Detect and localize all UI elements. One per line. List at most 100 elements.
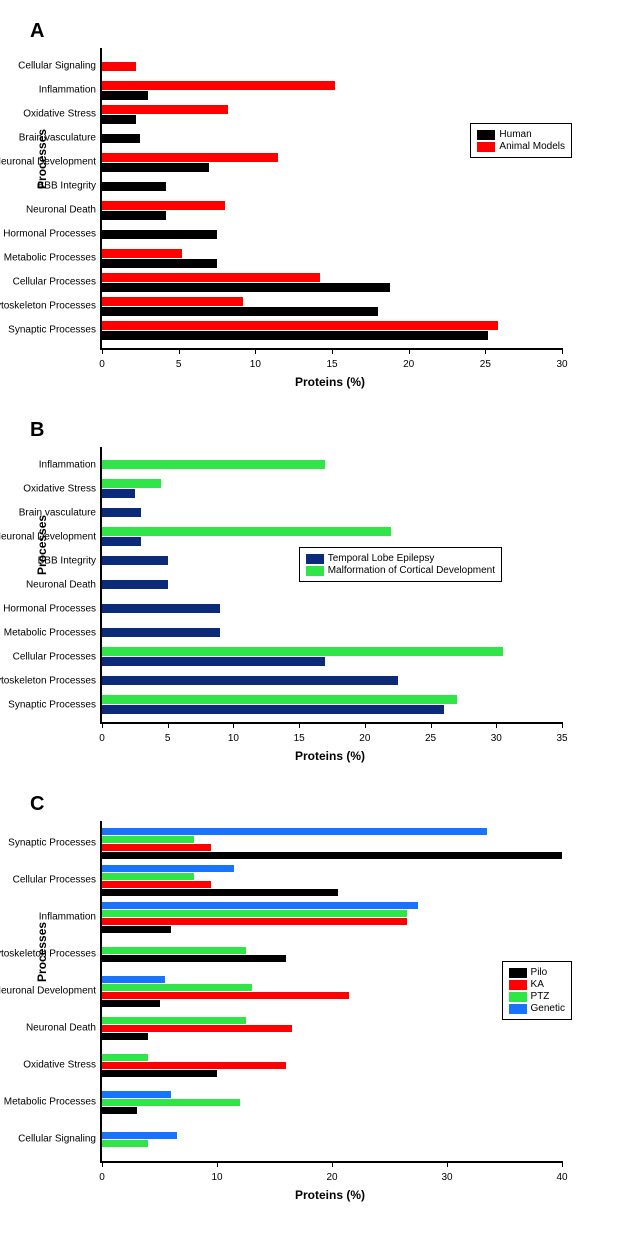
x-tick	[562, 1161, 563, 1167]
x-tick	[179, 348, 180, 354]
legend-item: Animal Models	[477, 141, 565, 152]
category-row: Cytoskeleton Processes	[102, 294, 562, 318]
bar	[102, 955, 286, 962]
category-label: Oxidative Stress	[23, 483, 102, 494]
bar	[102, 1132, 177, 1139]
bar	[102, 1099, 240, 1106]
x-tick	[562, 348, 563, 354]
category-label: Brain vasculature	[19, 507, 102, 518]
x-tick-label: 10	[228, 733, 239, 744]
bar	[102, 134, 140, 143]
bar	[102, 62, 136, 71]
x-tick	[431, 722, 432, 728]
bar	[102, 1140, 148, 1147]
bar	[102, 1062, 286, 1069]
legend-label: Genetic	[531, 1003, 565, 1014]
bar	[102, 91, 148, 100]
category-row: Neuronal Development	[102, 525, 562, 549]
panel-b: BInflammationOxidative StressBrain vascu…	[20, 419, 618, 763]
category-label: Cytoskeleton Processes	[0, 301, 102, 312]
x-tick	[562, 722, 563, 728]
x-tick	[233, 722, 234, 728]
category-label: Synaptic Processes	[8, 838, 102, 849]
x-tick-label: 0	[99, 1172, 105, 1183]
category-row: Metabolic Processes	[102, 621, 562, 645]
category-label: Inflammation	[39, 459, 102, 470]
category-row: Cellular Signaling	[102, 1121, 562, 1158]
bar	[102, 873, 194, 880]
legend-label: Malformation of Cortical Development	[328, 565, 495, 576]
category-label: Cellular Signaling	[18, 61, 102, 72]
bar	[102, 1091, 171, 1098]
legend-item: Temporal Lobe Epilepsy	[306, 553, 495, 564]
legend-swatch	[306, 554, 324, 564]
legend-item: Genetic	[509, 1003, 565, 1014]
category-label: Brain vasculature	[19, 133, 102, 144]
panel-c: C Synaptic ProcessesCellular ProcessesInf…	[20, 793, 618, 1202]
bar	[102, 283, 390, 292]
x-tick	[299, 722, 300, 728]
legend-swatch	[509, 992, 527, 1002]
x-tick	[409, 348, 410, 354]
x-tick	[217, 1161, 218, 1167]
category-label: Metabolic Processes	[4, 627, 102, 638]
x-tick-label: 0	[99, 733, 105, 744]
category-row: Synaptic Processes	[102, 318, 562, 342]
category-row: Hormonal Processes	[102, 222, 562, 246]
x-tick-label: 15	[326, 359, 337, 370]
plot: InflammationOxidative StressBrain vascul…	[100, 447, 562, 724]
bar	[102, 828, 487, 835]
panel-label: C	[30, 793, 618, 816]
bar	[102, 273, 320, 282]
x-tick-label: 30	[491, 733, 502, 744]
legend-item: PTZ	[509, 991, 565, 1002]
x-tick-label: 20	[326, 1172, 337, 1183]
bar	[102, 1054, 148, 1061]
x-tick-label: 40	[556, 1172, 567, 1183]
legend-swatch	[306, 566, 324, 576]
bar	[102, 163, 209, 172]
chart-area: Synaptic ProcessesCellular ProcessesInfl…	[100, 821, 578, 1202]
bar	[102, 105, 228, 114]
bar	[102, 1107, 137, 1114]
bar	[102, 926, 171, 933]
y-axis-label: Processes	[35, 921, 49, 981]
bar	[102, 604, 220, 613]
legend-label: Animal Models	[499, 141, 565, 152]
category-label: Neuronal Death	[26, 205, 102, 216]
category-label: Metabolic Processes	[4, 1097, 102, 1108]
bar	[102, 331, 488, 340]
bar	[102, 836, 194, 843]
category-label: Oxidative Stress	[23, 109, 102, 120]
bar	[102, 508, 141, 517]
x-tick-label: 5	[176, 359, 182, 370]
chart-area: Cellular SignalingInflammationOxidative …	[100, 48, 578, 389]
y-axis-label: Processes	[35, 128, 49, 188]
x-tick-label: 10	[250, 359, 261, 370]
bar	[102, 1000, 160, 1007]
x-tick	[365, 722, 366, 728]
bar	[102, 881, 211, 888]
bar	[102, 647, 503, 656]
chart-area: InflammationOxidative StressBrain vascul…	[100, 447, 578, 763]
x-tick-label: 35	[556, 733, 567, 744]
category-label: Cellular Processes	[13, 875, 102, 886]
x-tick	[496, 722, 497, 728]
bar	[102, 910, 407, 917]
category-row: Hormonal Processes	[102, 597, 562, 621]
x-tick-label: 10	[211, 1172, 222, 1183]
category-row: Synaptic Processes	[102, 825, 562, 862]
legend: PiloKAPTZGenetic	[502, 961, 572, 1020]
bar	[102, 992, 349, 999]
category-row: Cellular Signaling	[102, 54, 562, 78]
legend-label: KA	[531, 979, 544, 990]
legend-swatch	[509, 1004, 527, 1014]
x-tick	[102, 722, 103, 728]
x-tick	[447, 1161, 448, 1167]
category-row: Inflammation	[102, 78, 562, 102]
legend-item: KA	[509, 979, 565, 990]
bar	[102, 259, 217, 268]
bar	[102, 705, 444, 714]
bar	[102, 249, 182, 258]
bar	[102, 628, 220, 637]
